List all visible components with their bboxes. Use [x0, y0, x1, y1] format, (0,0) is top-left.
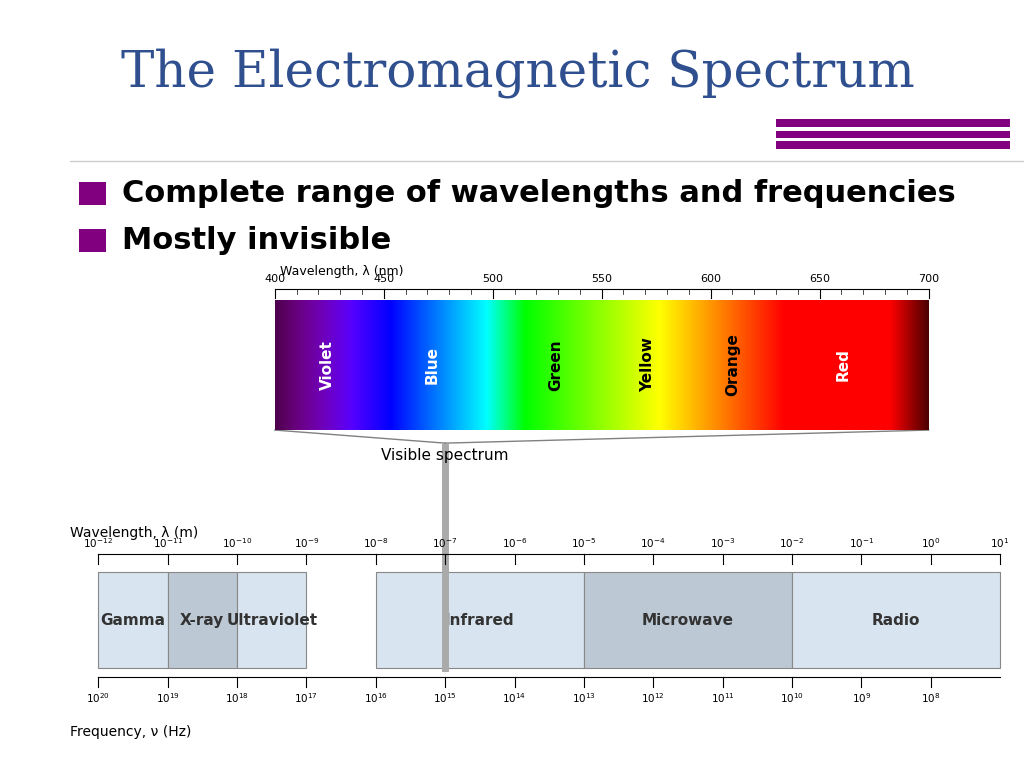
Text: Mostly invisible: Mostly invisible [122, 226, 391, 255]
Text: Violet: Violet [319, 340, 335, 389]
Text: 450: 450 [373, 274, 394, 284]
Text: $10^{12}$: $10^{12}$ [641, 691, 666, 705]
Text: Wavelength, λ (nm): Wavelength, λ (nm) [280, 265, 403, 278]
Text: Gamma: Gamma [100, 613, 166, 627]
Text: $10^{9}$: $10^{9}$ [852, 691, 871, 705]
Text: $10^{19}$: $10^{19}$ [156, 691, 179, 705]
Text: $10^{0}$: $10^{0}$ [921, 536, 940, 550]
Text: $10^{-6}$: $10^{-6}$ [502, 536, 527, 550]
Text: Complete range of wavelengths and frequencies: Complete range of wavelengths and freque… [122, 179, 955, 208]
Text: $10^{-7}$: $10^{-7}$ [432, 536, 458, 550]
Text: Frequency, ν (Hz): Frequency, ν (Hz) [70, 725, 191, 739]
Text: $10^{-11}$: $10^{-11}$ [153, 536, 182, 550]
Text: Blue: Blue [424, 346, 439, 384]
Text: $10^{15}$: $10^{15}$ [433, 691, 457, 705]
Text: $10^{10}$: $10^{10}$ [780, 691, 804, 705]
Text: $10^{-9}$: $10^{-9}$ [294, 536, 319, 550]
Bar [376, 572, 584, 668]
Text: Green: Green [549, 339, 563, 391]
Text: $10^{-5}$: $10^{-5}$ [571, 536, 597, 550]
Text: $10^{-2}$: $10^{-2}$ [779, 536, 805, 550]
Text: 500: 500 [482, 274, 503, 284]
Text: Yellow: Yellow [640, 337, 655, 392]
Text: 400: 400 [264, 274, 286, 284]
Text: Red: Red [836, 349, 851, 381]
Text: $10^{-10}$: $10^{-10}$ [222, 536, 252, 550]
Text: $10^{11}$: $10^{11}$ [711, 691, 734, 705]
Text: $10^{13}$: $10^{13}$ [571, 691, 596, 705]
Bar [237, 572, 306, 668]
Text: 550: 550 [591, 274, 612, 284]
Text: Radio: Radio [871, 613, 921, 627]
Text: $10^{-8}$: $10^{-8}$ [362, 536, 388, 550]
Text: 600: 600 [700, 274, 721, 284]
Bar [776, 119, 1010, 127]
Text: $10^{20}$: $10^{20}$ [86, 691, 111, 705]
Bar [168, 572, 237, 668]
Text: Wavelength, λ (m): Wavelength, λ (m) [70, 526, 198, 540]
Text: $10^{17}$: $10^{17}$ [295, 691, 318, 705]
Bar [584, 572, 792, 668]
Text: $10^{16}$: $10^{16}$ [364, 691, 388, 705]
Text: $10^{1}$: $10^{1}$ [990, 536, 1010, 550]
Bar [98, 572, 168, 668]
Text: $10^{-1}$: $10^{-1}$ [849, 536, 874, 550]
Text: Ultraviolet: Ultraviolet [226, 613, 317, 627]
Text: $10^{-3}$: $10^{-3}$ [710, 536, 735, 550]
Text: X-ray: X-ray [180, 613, 224, 627]
Bar [776, 131, 1010, 138]
Text: The Electromagnetic Spectrum: The Electromagnetic Spectrum [121, 48, 915, 98]
Text: 700: 700 [918, 274, 939, 284]
Text: Microwave: Microwave [642, 613, 734, 627]
Text: 650: 650 [809, 274, 830, 284]
Text: $10^{8}$: $10^{8}$ [921, 691, 940, 705]
Bar [792, 572, 1000, 668]
Text: Orange: Orange [725, 333, 740, 396]
Text: $10^{-12}$: $10^{-12}$ [83, 536, 114, 550]
Text: $10^{18}$: $10^{18}$ [225, 691, 249, 705]
Text: Infrared: Infrared [445, 613, 515, 627]
Text: Visible spectrum: Visible spectrum [381, 448, 509, 463]
Bar [79, 229, 105, 252]
Text: $10^{-4}$: $10^{-4}$ [640, 536, 666, 550]
Text: $10^{14}$: $10^{14}$ [503, 691, 526, 705]
Bar [79, 182, 105, 205]
Bar [776, 141, 1010, 149]
